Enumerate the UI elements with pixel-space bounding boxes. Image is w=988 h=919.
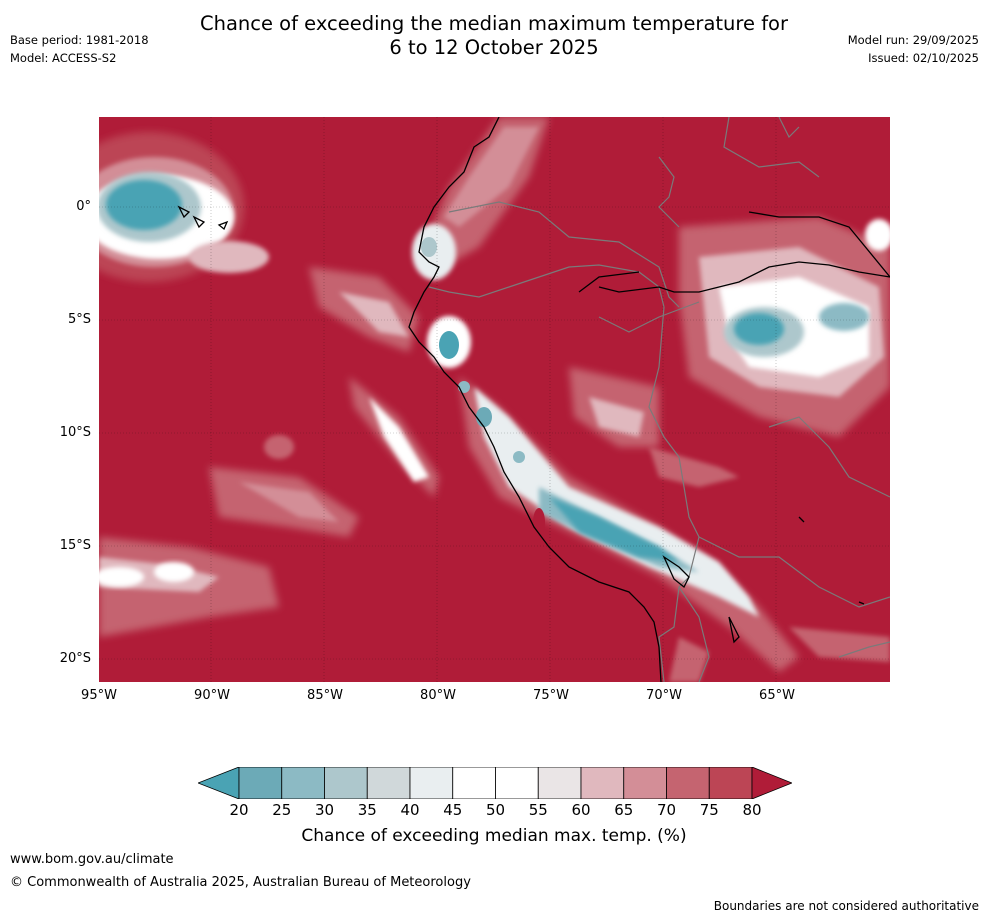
colorbar-segment xyxy=(708,766,753,800)
map-panel xyxy=(99,117,890,682)
issued-date: Issued: 02/10/2025 xyxy=(868,51,979,65)
coastline xyxy=(177,117,890,682)
colorbar-arrow-high xyxy=(751,766,794,800)
lon-label-90w: 90°W xyxy=(194,688,230,703)
title-line-2: 6 to 12 October 2025 xyxy=(389,36,599,59)
colorbar-tick-label: 65 xyxy=(614,801,634,819)
colorbar-arrow-low xyxy=(196,766,240,800)
colorbar-tick-label: 60 xyxy=(571,801,591,819)
colorbar-segment xyxy=(238,766,283,800)
colorbar xyxy=(196,766,794,800)
colorbar-tick-label: 30 xyxy=(314,801,335,819)
colorbar-tick-label: 70 xyxy=(656,801,677,819)
footer-copyright: © Commonwealth of Australia 2025, Austra… xyxy=(10,875,471,890)
anomaly-ecuador-north xyxy=(412,117,549,280)
colorbar-tick-label: 25 xyxy=(272,801,292,819)
lat-label-15s: 15°S xyxy=(59,538,91,553)
colorbar-segment xyxy=(623,766,667,800)
colorbar-segment xyxy=(666,766,710,800)
colorbar-tick-label: 80 xyxy=(742,801,762,819)
probability-field xyxy=(99,117,890,682)
lon-label-85w: 85°W xyxy=(307,688,343,703)
base-period: Base period: 1981-2018 xyxy=(10,33,149,47)
map-svg xyxy=(99,117,890,682)
lat-label-5s: 5°S xyxy=(67,312,91,327)
footer-url[interactable]: www.bom.gov.au/climate xyxy=(10,852,174,867)
country-borders xyxy=(428,117,890,682)
disclaimer: Boundaries are not considered authoritat… xyxy=(713,899,979,913)
colorbar-tick-label: 75 xyxy=(699,801,719,819)
colorbar-segment xyxy=(366,766,411,800)
anomaly-galapagos xyxy=(99,132,269,282)
model-run: Model run: 29/09/2025 xyxy=(847,33,979,47)
lat-label-10s: 10°S xyxy=(59,425,91,440)
anomaly-ocean-streaks xyxy=(99,267,439,637)
colorbar-title: Chance of exceeding median max. temp. (%… xyxy=(301,826,687,846)
anomaly-peru-coast xyxy=(427,316,799,672)
colorbar-segment xyxy=(409,766,454,800)
colorbar-segment xyxy=(324,766,368,800)
colorbar-tick-label: 45 xyxy=(443,801,463,819)
colorbar-tick-label: 40 xyxy=(400,801,420,819)
meta-left: Base period: 1981-2018 Model: ACCESS-S2 xyxy=(10,31,149,67)
lat-label-0: 0° xyxy=(76,199,91,214)
map-title: Chance of exceeding the median maximum t… xyxy=(0,12,988,60)
gridlines xyxy=(99,117,890,682)
colorbar-segment xyxy=(452,766,496,800)
colorbar-tick-label: 55 xyxy=(528,801,548,819)
lon-label-70w: 70°W xyxy=(646,688,682,703)
model-name: Model: ACCESS-S2 xyxy=(10,51,117,65)
colorbar-segment xyxy=(580,766,625,800)
colorbar-tick-label: 20 xyxy=(229,801,249,819)
colorbar-segment xyxy=(281,766,325,800)
colorbar-segment xyxy=(495,766,539,800)
anomaly-amazon xyxy=(679,217,890,437)
title-line-1: Chance of exceeding the median maximum t… xyxy=(199,12,789,35)
colorbar-tick-label: 35 xyxy=(357,801,377,819)
colorbar-tick-label: 50 xyxy=(485,801,506,819)
lon-label-80w: 80°W xyxy=(420,688,456,703)
anomaly-interior xyxy=(569,367,890,682)
colorbar-segment xyxy=(537,766,582,800)
meta-right: Model run: 29/09/2025 Issued: 02/10/2025 xyxy=(848,31,979,67)
lon-label-75w: 75°W xyxy=(533,688,569,703)
lat-label-20s: 20°S xyxy=(59,651,91,666)
lon-label-95w: 95°W xyxy=(81,688,117,703)
colorbar-svg xyxy=(196,766,794,800)
lon-label-65w: 65°W xyxy=(759,688,795,703)
